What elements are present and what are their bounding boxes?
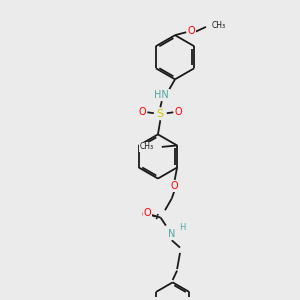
- Text: O: O: [143, 208, 151, 218]
- Text: O: O: [138, 107, 146, 117]
- Text: O: O: [170, 181, 178, 191]
- Text: CH₃: CH₃: [212, 21, 226, 30]
- Text: O: O: [188, 26, 195, 36]
- Text: N: N: [168, 229, 176, 239]
- Text: HN: HN: [154, 90, 169, 100]
- Text: O: O: [142, 210, 149, 220]
- Text: CH₃: CH₃: [140, 142, 154, 152]
- Text: O: O: [175, 107, 182, 117]
- Text: S: S: [157, 109, 164, 119]
- Text: H: H: [179, 223, 185, 232]
